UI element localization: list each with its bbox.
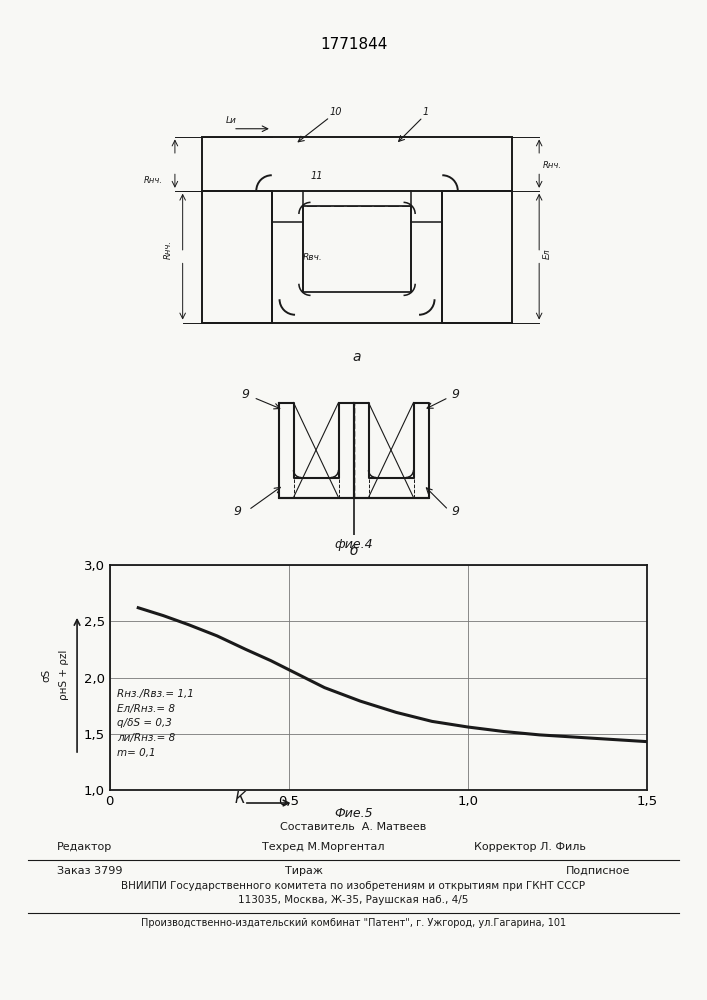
Text: Тираж: Тираж	[285, 866, 323, 876]
Text: 1771844: 1771844	[320, 37, 387, 52]
Text: ВНИИПИ Государственного комитета по изобретениям и открытиям при ГКНТ СССР: ВНИИПИ Государственного комитета по изоб…	[122, 881, 585, 891]
Text: Составитель  А. Матвеев: Составитель А. Матвеев	[281, 822, 426, 832]
Text: 9: 9	[233, 505, 242, 518]
Text: Корректор Л. Филь: Корректор Л. Филь	[474, 842, 585, 852]
Text: 10: 10	[330, 107, 342, 117]
Text: Заказ 3799: Заказ 3799	[57, 866, 122, 876]
Bar	[443, 191, 512, 322]
Text: Rнч.: Rнч.	[163, 240, 173, 259]
Text: Lи: Lи	[226, 116, 236, 125]
Bar	[202, 137, 512, 191]
Text: фие.4: фие.4	[334, 538, 373, 551]
Text: Rнч.: Rнч.	[144, 176, 163, 185]
Text: 113035, Москва, Ж-35, Раушская наб., 4/5: 113035, Москва, Ж-35, Раушская наб., 4/5	[238, 895, 469, 905]
Text: 9: 9	[451, 387, 459, 400]
Text: ρнS + ρzl: ρнS + ρzl	[59, 650, 69, 700]
Text: 1: 1	[423, 107, 429, 117]
Text: а: а	[353, 350, 361, 364]
Text: Подписное: Подписное	[566, 866, 630, 876]
Text: Производственно-издательский комбинат "Патент", г. Ужгород, ул.Гагарина, 101: Производственно-издательский комбинат "П…	[141, 918, 566, 928]
Text: Rвч.: Rвч.	[303, 253, 322, 262]
Text: 9: 9	[241, 387, 249, 400]
Text: σS: σS	[41, 668, 51, 682]
Text: Rнч.: Rнч.	[543, 161, 562, 170]
Text: Редактор: Редактор	[57, 842, 112, 852]
Text: 9: 9	[451, 505, 459, 518]
Text: б: б	[349, 544, 358, 558]
Text: Eл: Eл	[543, 248, 552, 259]
Text: Техред М.Моргентал: Техред М.Моргентал	[262, 842, 384, 852]
Text: К: К	[235, 791, 246, 806]
Bar	[303, 206, 411, 292]
Text: 11: 11	[310, 171, 323, 181]
Bar	[202, 191, 271, 322]
Text: Фие.5: Фие.5	[334, 807, 373, 820]
Text: Rнз./Rвз.= 1,1
Eл/Rнз.= 8
q/δS = 0,3
ли/Rнз.= 8
m= 0,1: Rнз./Rвз.= 1,1 Eл/Rнз.= 8 q/δS = 0,3 ли/…	[117, 689, 194, 758]
